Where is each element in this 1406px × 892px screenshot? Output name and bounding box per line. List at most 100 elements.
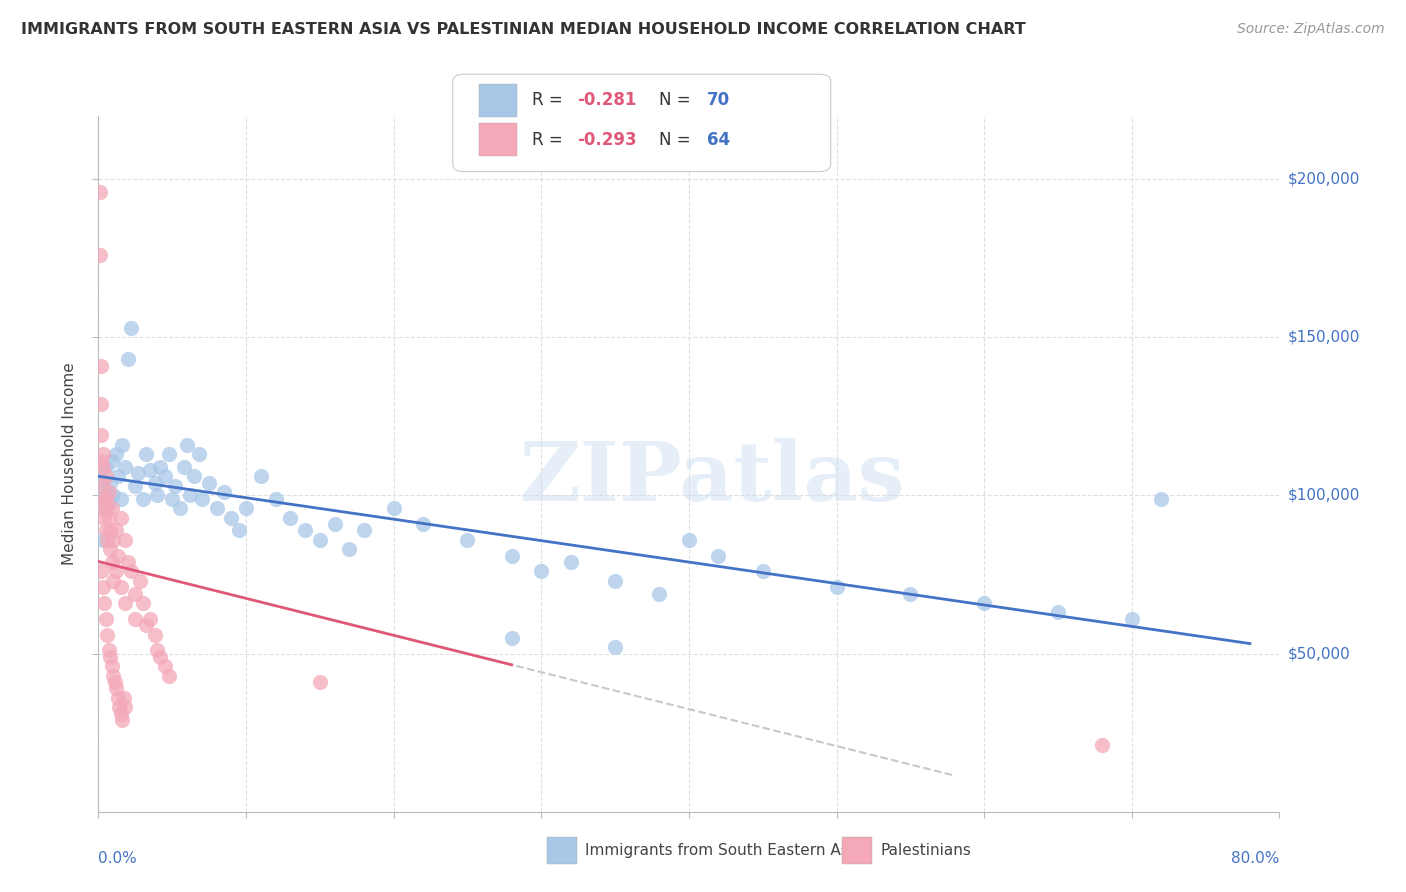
Point — [117, 352, 139, 367]
Point — [97, 495, 120, 509]
Point — [143, 475, 166, 490]
Point — [100, 659, 122, 673]
Point — [501, 631, 523, 645]
Point — [96, 485, 118, 500]
Point — [124, 479, 146, 493]
Point — [751, 565, 773, 579]
Point — [648, 586, 671, 600]
Point — [162, 491, 183, 506]
Point — [98, 523, 121, 537]
Point — [114, 596, 136, 610]
Point — [111, 438, 134, 452]
Point — [103, 669, 125, 683]
Point — [98, 542, 121, 557]
Text: N =: N = — [659, 91, 696, 110]
Point — [135, 618, 157, 632]
Point — [107, 549, 129, 563]
Text: R =: R = — [531, 130, 568, 149]
Point — [337, 542, 360, 557]
Point — [191, 491, 214, 506]
Point — [1150, 491, 1173, 506]
Point — [117, 555, 139, 569]
Point — [110, 706, 132, 721]
Point — [1091, 739, 1114, 753]
Point — [235, 501, 257, 516]
Point — [176, 438, 198, 452]
Point — [456, 533, 478, 547]
Point — [90, 359, 112, 373]
Point — [93, 491, 115, 506]
Point — [94, 469, 117, 483]
Point — [205, 501, 228, 516]
Point — [91, 533, 114, 547]
Point — [179, 488, 201, 502]
Point — [96, 627, 118, 641]
Point — [96, 533, 118, 547]
Point — [90, 397, 112, 411]
Point — [105, 565, 128, 579]
Point — [143, 627, 166, 641]
Point — [107, 690, 129, 705]
Point — [91, 447, 114, 461]
FancyBboxPatch shape — [478, 123, 516, 156]
Point — [973, 596, 995, 610]
Point — [250, 469, 273, 483]
Point — [353, 523, 375, 537]
Point — [105, 681, 128, 696]
Point — [89, 469, 111, 483]
FancyBboxPatch shape — [842, 838, 872, 863]
Point — [93, 501, 115, 516]
Point — [264, 491, 287, 506]
Point — [198, 475, 221, 490]
Point — [605, 574, 627, 588]
Point — [114, 533, 136, 547]
Point — [97, 643, 120, 657]
Point — [157, 447, 180, 461]
Point — [139, 463, 162, 477]
Point — [560, 555, 582, 569]
Text: 80.0%: 80.0% — [1232, 851, 1279, 865]
Point — [91, 460, 114, 475]
Point — [94, 523, 117, 537]
Point — [707, 549, 730, 563]
Point — [1046, 606, 1069, 620]
Text: 70: 70 — [707, 91, 730, 110]
Point — [103, 533, 125, 547]
Point — [103, 488, 125, 502]
Point — [323, 516, 346, 531]
Point — [93, 596, 115, 610]
Point — [114, 460, 136, 475]
Point — [146, 643, 169, 657]
Point — [157, 669, 180, 683]
Point — [132, 596, 155, 610]
Point — [100, 453, 122, 467]
Text: Palestinians: Palestinians — [880, 843, 972, 858]
Point — [169, 501, 191, 516]
Point — [501, 549, 523, 563]
Point — [104, 675, 127, 690]
Point — [228, 523, 250, 537]
Point — [94, 612, 117, 626]
Text: N =: N = — [659, 130, 696, 149]
Text: $200,000: $200,000 — [1288, 172, 1360, 186]
FancyBboxPatch shape — [478, 84, 516, 117]
Point — [219, 510, 242, 524]
FancyBboxPatch shape — [453, 74, 831, 171]
Point — [127, 467, 149, 481]
Text: -0.293: -0.293 — [576, 130, 637, 149]
Text: R =: R = — [531, 91, 568, 110]
Point — [149, 649, 172, 664]
Point — [97, 485, 120, 500]
Point — [90, 428, 112, 442]
Text: $50,000: $50,000 — [1288, 646, 1351, 661]
Point — [135, 447, 157, 461]
Text: Source: ZipAtlas.com: Source: ZipAtlas.com — [1237, 22, 1385, 37]
Text: ZIPatlas: ZIPatlas — [520, 438, 905, 517]
Point — [90, 453, 112, 467]
Text: 0.0%: 0.0% — [98, 851, 138, 865]
Point — [96, 501, 118, 516]
Point — [89, 185, 111, 199]
Point — [91, 479, 114, 493]
Point — [90, 565, 112, 579]
Point — [114, 700, 136, 714]
